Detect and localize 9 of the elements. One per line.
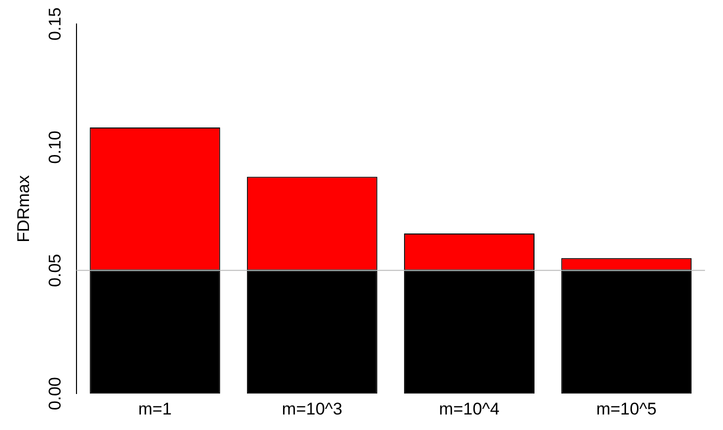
y-tick-label: 0.10 [46, 130, 65, 164]
x-tick-label: m=10^5 [596, 399, 657, 418]
y-axis-title: FDRmax [14, 174, 33, 242]
y-tick-label: 0.00 [46, 377, 65, 410]
y-tick-label: 0.15 [46, 7, 65, 41]
y-tick-label: 0.05 [46, 254, 65, 287]
x-tick-label: m=1 [138, 399, 172, 418]
x-tick-label: m=10^3 [282, 399, 342, 418]
x-tick-label: m=10^4 [439, 399, 500, 418]
